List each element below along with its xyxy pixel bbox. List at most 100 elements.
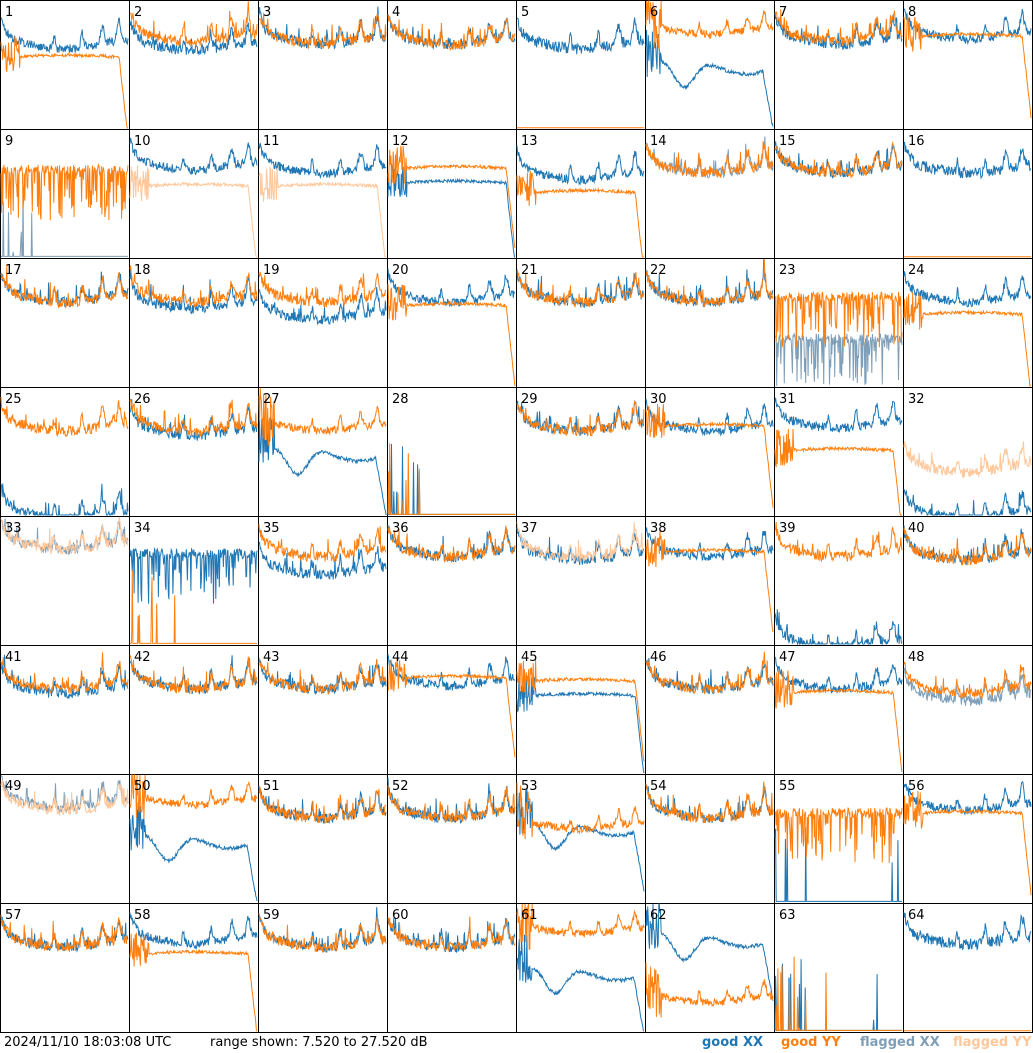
series-xx-good <box>258 416 387 516</box>
panel-6: 6 <box>645 0 775 130</box>
panel-frame <box>645 387 775 517</box>
series-yy-good <box>645 962 774 1018</box>
legend-good-yy: good YY <box>781 1035 841 1050</box>
series-yy-good <box>516 659 645 762</box>
series-xx-good <box>774 827 902 902</box>
series-yy-good <box>387 525 516 564</box>
series-yy-flagged <box>258 165 386 258</box>
series-yy-flagged <box>516 522 645 563</box>
panel-label: 54 <box>650 779 667 794</box>
panel-frame <box>129 129 259 259</box>
series-yy-good <box>645 781 774 824</box>
panel-frame <box>0 258 130 388</box>
series-xx-good <box>774 656 903 694</box>
panel-label: 10 <box>134 134 151 149</box>
panel-53: 53 <box>516 774 646 904</box>
panel-33: 33 <box>0 516 130 646</box>
series-xx-good <box>516 270 645 309</box>
panel-frame <box>0 516 130 646</box>
panel-56: 56 <box>903 774 1033 904</box>
panel-frame <box>903 129 1033 259</box>
panel-frame <box>516 645 646 775</box>
panel-label: 23 <box>779 263 796 278</box>
panel-frame <box>129 645 259 775</box>
panel-label: 17 <box>5 263 22 278</box>
panel-label: 11 <box>263 134 280 149</box>
series-yy-good <box>645 258 774 308</box>
panel-43: 43 <box>258 645 388 775</box>
panel-label: 20 <box>392 263 409 278</box>
panel-29: 29 <box>516 387 646 517</box>
series-yy-good <box>645 651 774 695</box>
series-yy-good <box>516 782 645 840</box>
series-xx-good <box>903 781 1032 817</box>
series-yy-good <box>774 141 903 179</box>
panel-59: 59 <box>258 903 388 1033</box>
series-yy-good <box>774 956 902 1032</box>
panel-13: 13 <box>516 129 646 259</box>
panel-42: 42 <box>129 645 259 775</box>
series-yy-good <box>258 913 387 954</box>
series-xx-good <box>129 137 258 176</box>
panel-23: 23 <box>774 258 904 388</box>
panel-label: 2 <box>134 5 142 20</box>
panel-frame <box>903 387 1033 517</box>
series-yy-good <box>774 521 903 563</box>
panel-34: 34 <box>129 516 259 646</box>
panel-label: 13 <box>521 134 538 149</box>
series-yy-good <box>258 271 387 308</box>
panel-label: 3 <box>263 5 271 20</box>
panel-3: 3 <box>258 0 388 130</box>
panel-frame <box>129 903 259 1033</box>
series-yy-good <box>774 670 903 772</box>
series-xx-good <box>129 802 258 902</box>
panel-frame <box>129 774 259 904</box>
panel-7: 7 <box>774 0 904 130</box>
panel-55: 55 <box>774 774 904 904</box>
panel-64: 64 <box>903 903 1033 1033</box>
panel-38: 38 <box>645 516 775 646</box>
panel-41: 41 <box>0 645 130 775</box>
series-yy-good <box>774 9 903 46</box>
panel-14: 14 <box>645 129 775 259</box>
series-xx-good <box>258 286 387 326</box>
panel-4: 4 <box>387 0 517 130</box>
panel-frame <box>645 516 775 646</box>
panel-frame <box>387 258 517 388</box>
panel-18: 18 <box>129 258 259 388</box>
series-xx-flagged <box>1 186 128 257</box>
series-yy-good <box>516 903 645 950</box>
panel-frame <box>0 645 130 775</box>
panel-label: 36 <box>392 521 409 536</box>
series-yy-good <box>129 654 258 695</box>
panel-label: 24 <box>908 263 925 278</box>
panel-label: 40 <box>908 521 925 536</box>
panel-25: 25 <box>0 387 130 517</box>
series-yy-good <box>774 428 902 516</box>
panel-frame <box>258 129 388 259</box>
panel-frame <box>903 774 1033 904</box>
series-yy-good <box>516 268 645 308</box>
panel-35: 35 <box>258 516 388 646</box>
series-yy-good <box>129 932 258 1032</box>
panel-frame <box>516 387 646 517</box>
panel-label: 28 <box>392 392 409 407</box>
series-yy-good <box>0 914 129 952</box>
panel-26: 26 <box>129 387 259 517</box>
series-yy-good <box>903 791 1032 896</box>
panel-50: 50 <box>129 774 259 904</box>
panel-63: 63 <box>774 903 904 1033</box>
range-shown: range shown: 7.520 to 27.520 dB <box>210 1035 428 1050</box>
series-yy-good <box>258 11 387 50</box>
panel-label: 30 <box>650 392 667 407</box>
panel-label: 64 <box>908 908 925 923</box>
panel-60: 60 <box>387 903 517 1033</box>
series-yy-good <box>774 290 903 348</box>
panel-2: 2 <box>129 0 259 130</box>
series-yy-good <box>387 657 516 758</box>
panel-37: 37 <box>516 516 646 646</box>
panel-36: 36 <box>387 516 517 646</box>
panel-label: 63 <box>779 908 796 923</box>
series-yy-good <box>516 170 644 258</box>
series-yy-good <box>387 284 516 387</box>
